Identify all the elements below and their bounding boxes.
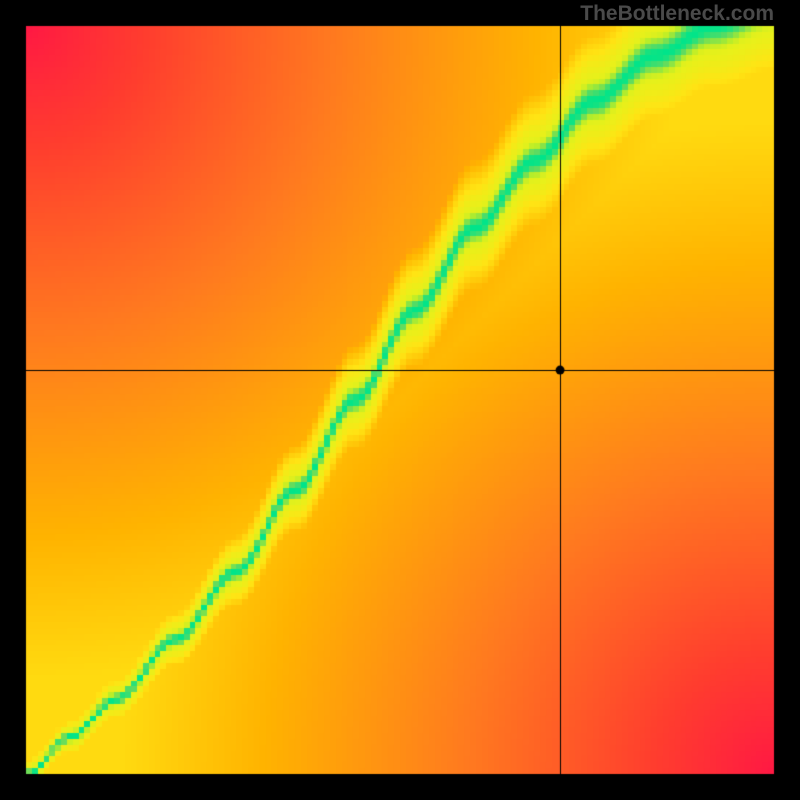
chart-container: TheBottleneck.com — [0, 0, 800, 800]
watermark-text: TheBottleneck.com — [580, 2, 774, 26]
bottleneck-heatmap — [0, 0, 800, 800]
